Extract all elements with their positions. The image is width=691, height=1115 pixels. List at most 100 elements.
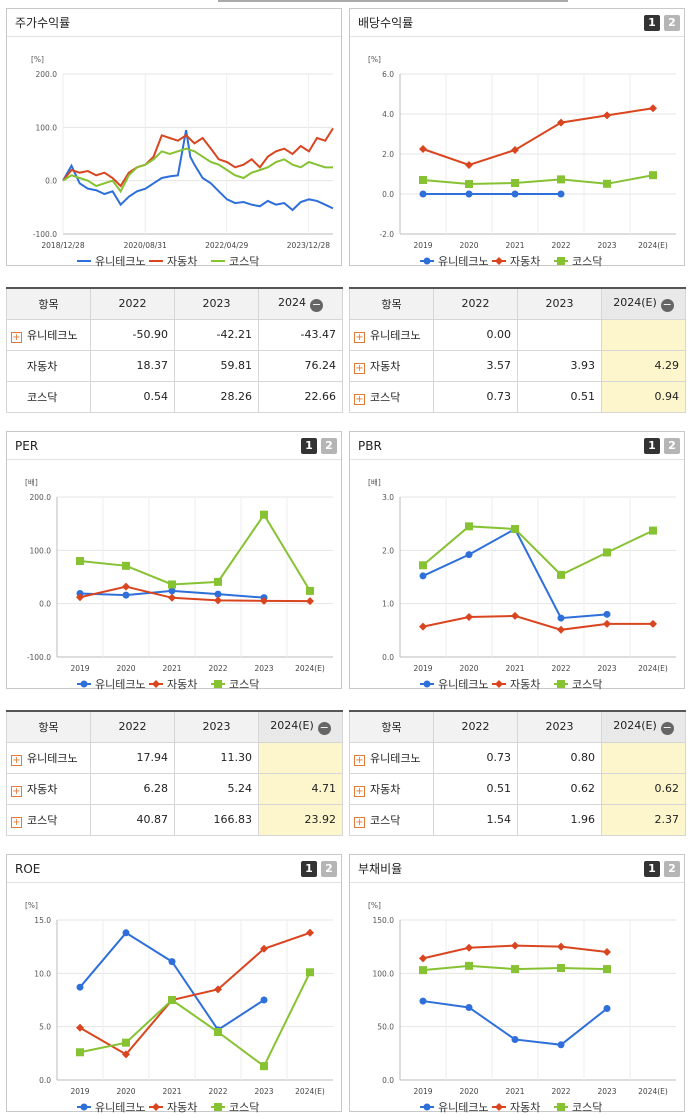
value-cell: 0.51 bbox=[517, 380, 602, 413]
y-axis-unit: [%] bbox=[368, 901, 381, 910]
data-point-diamond bbox=[465, 943, 473, 952]
collapse-icon[interactable]: − bbox=[310, 297, 323, 312]
expand-plus-icon[interactable]: + bbox=[11, 331, 22, 343]
data-point-diamond bbox=[260, 596, 268, 605]
y-axis-unit: [배] bbox=[368, 478, 381, 487]
data-point-square bbox=[76, 557, 84, 565]
data-point-diamond bbox=[419, 622, 427, 631]
data-point-square bbox=[557, 175, 565, 184]
panel-title: 배당수익률 bbox=[350, 9, 684, 37]
row-name: 자동차 bbox=[370, 359, 401, 373]
legend-label: 유니테크노 bbox=[438, 1101, 489, 1113]
page-1-button[interactable]: 1 bbox=[644, 15, 660, 31]
expand-plus-icon[interactable]: + bbox=[11, 785, 22, 797]
data-point-square bbox=[649, 171, 657, 180]
value-cell: 28.26 bbox=[174, 380, 259, 413]
data-point-diamond bbox=[419, 145, 427, 153]
panel-title: ROE bbox=[7, 855, 341, 883]
value-cell: 0.51 bbox=[433, 772, 518, 805]
page-2-button[interactable]: 2 bbox=[664, 438, 680, 454]
row-name-cell: + 코스닥 bbox=[6, 803, 91, 836]
y-tick-label: 0.0 bbox=[39, 600, 51, 609]
expand-plus-icon[interactable]: + bbox=[354, 331, 365, 343]
expand-plus-icon[interactable]: + bbox=[11, 754, 22, 766]
data-point-diamond bbox=[495, 680, 503, 688]
value-cell: 1.96 bbox=[517, 803, 602, 836]
y-tick-label: 3.0 bbox=[382, 493, 394, 502]
x-tick-label: 2021 bbox=[162, 664, 181, 673]
expand-plus-icon[interactable]: + bbox=[354, 816, 365, 828]
x-tick-label: 2021 bbox=[505, 1087, 524, 1096]
row-name: 코스닥 bbox=[370, 390, 401, 404]
page-1-button[interactable]: 1 bbox=[301, 438, 317, 454]
data-point-circle bbox=[423, 680, 431, 688]
page-1-button[interactable]: 1 bbox=[644, 438, 660, 454]
data-point-diamond bbox=[260, 944, 268, 953]
data-point-diamond bbox=[649, 619, 657, 628]
data-point-diamond bbox=[495, 1103, 503, 1111]
page-1-button[interactable]: 1 bbox=[644, 861, 660, 877]
data-point-circle bbox=[260, 996, 268, 1004]
x-tick-label: 2020 bbox=[116, 664, 135, 673]
data-point-circle bbox=[465, 551, 473, 559]
legend-label: 자동차 bbox=[510, 678, 540, 690]
series-line bbox=[422, 614, 653, 631]
expand-plus-icon[interactable]: + bbox=[11, 816, 22, 828]
y-tick-label: 0.0 bbox=[382, 190, 394, 199]
data-point-square bbox=[260, 510, 268, 519]
y-tick-label: 5.0 bbox=[39, 1023, 51, 1032]
data-point-square bbox=[419, 561, 427, 570]
chart-roe: [%] 15.0 10.0 5.0 0.0 2019 2020 2021 2022 2023 202… bbox=[25, 901, 333, 1113]
data-point-circle bbox=[76, 983, 84, 991]
collapse-icon[interactable]: − bbox=[660, 297, 674, 312]
data-point-diamond bbox=[557, 625, 565, 634]
expand-plus-icon[interactable]: + bbox=[354, 393, 365, 405]
y-tick-label: 4.0 bbox=[382, 110, 394, 119]
expand-plus-icon[interactable]: + bbox=[354, 754, 365, 766]
page-2-button[interactable]: 2 bbox=[664, 15, 680, 31]
legend-label: 코스닥 bbox=[572, 255, 602, 267]
row-name-cell: 자동차 bbox=[6, 349, 91, 382]
series-line bbox=[79, 512, 311, 592]
x-tick-label: 2019 bbox=[413, 241, 432, 250]
y-tick-label: 50.0 bbox=[377, 1023, 394, 1032]
data-point-circle bbox=[80, 1103, 88, 1111]
legend-label: 자동차 bbox=[167, 1101, 197, 1113]
expand-plus-icon[interactable]: + bbox=[354, 362, 365, 374]
data-point-square bbox=[306, 586, 314, 595]
series-line bbox=[79, 585, 311, 603]
y-tick-label: 200.0 bbox=[30, 493, 52, 502]
data-point-square bbox=[214, 577, 222, 586]
top-cutoff-bar bbox=[218, 0, 568, 2]
data-point-square bbox=[603, 548, 611, 557]
page-1-button[interactable]: 1 bbox=[301, 861, 317, 877]
table-row: + 코스닥 1.54 1.96 2.37 bbox=[349, 803, 686, 836]
table-row: + 코스닥 0.73 0.51 0.94 bbox=[349, 380, 686, 413]
data-point-square bbox=[214, 1103, 222, 1111]
x-tick-label: 2023/12/28 bbox=[287, 241, 330, 250]
page-2-button[interactable]: 2 bbox=[321, 438, 337, 454]
expand-plus-icon[interactable]: + bbox=[354, 785, 365, 797]
page-2-button[interactable]: 2 bbox=[664, 861, 680, 877]
row-name: 유니테크노 bbox=[27, 751, 78, 765]
value-cell: 166.83 bbox=[174, 803, 259, 836]
value-cell: 0.62 bbox=[517, 772, 602, 805]
data-point-square bbox=[511, 179, 519, 187]
y-tick-label: -100.0 bbox=[27, 653, 51, 662]
panel-stock-return: 주가수익률 [%] 200.0 100.0 0.0 -100.0 2018/12/28 20… bbox=[6, 8, 342, 267]
y-tick-label: 15.0 bbox=[34, 916, 51, 925]
data-point-square bbox=[122, 561, 130, 570]
data-point-circle bbox=[168, 958, 176, 966]
value-cell: 0.94 bbox=[601, 380, 686, 413]
data-point-square bbox=[76, 1048, 84, 1057]
collapse-icon[interactable]: − bbox=[317, 720, 331, 735]
data-point-diamond bbox=[152, 1103, 160, 1111]
data-point-diamond bbox=[214, 596, 222, 605]
table-row: 자동차 18.37 59.81 76.24 bbox=[6, 349, 343, 382]
page-2-button[interactable]: 2 bbox=[321, 861, 337, 877]
y-axis-unit: [%] bbox=[31, 55, 44, 64]
collapse-icon[interactable]: − bbox=[660, 720, 674, 735]
legend-label: 자동차 bbox=[510, 1101, 540, 1113]
col-header-2022: 2022 bbox=[433, 287, 518, 320]
value-cell: 0.00 bbox=[433, 318, 518, 351]
